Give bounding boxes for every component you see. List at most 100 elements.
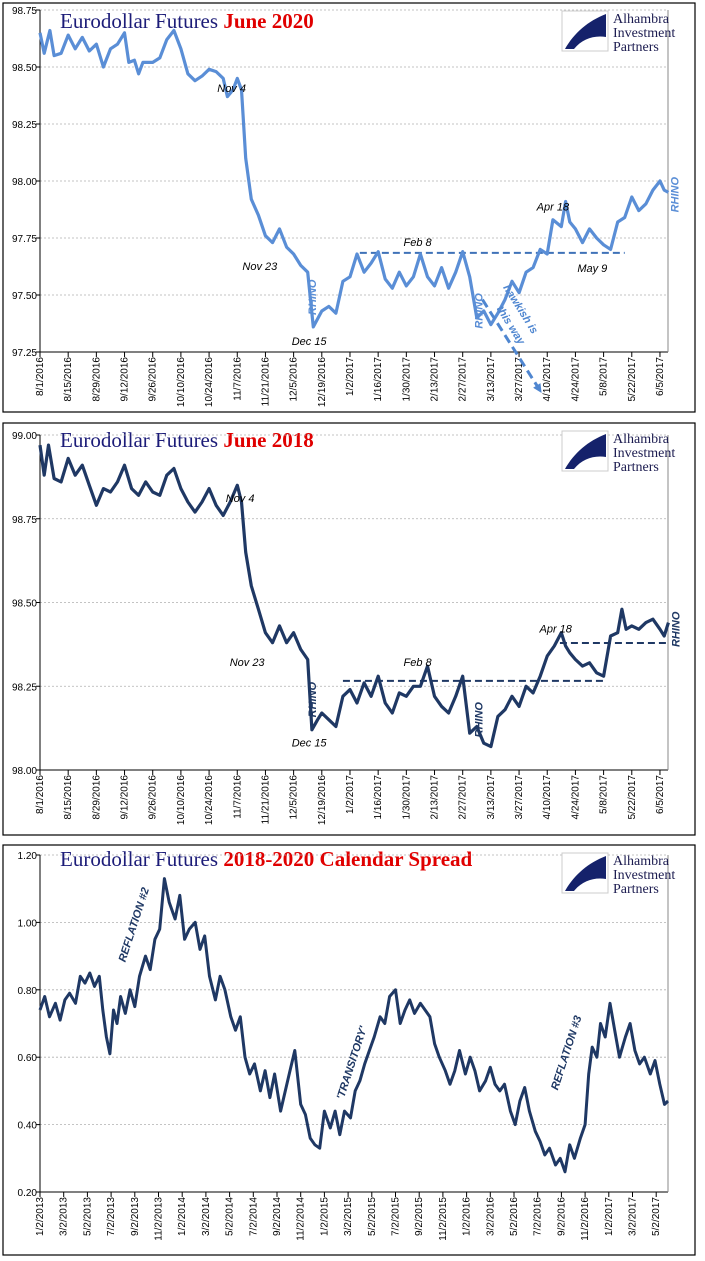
chart-title: Eurodollar Futures June 2018 — [60, 428, 314, 452]
x-tick-label: 8/15/2016 — [63, 775, 74, 820]
x-tick-label: 5/8/2017 — [599, 775, 610, 814]
arrow-head-icon — [533, 383, 542, 394]
x-tick-label: 11/2/2016 — [580, 1197, 591, 1241]
annotation-date: Nov 23 — [230, 657, 266, 669]
panel-border — [2, 844, 696, 1256]
annotation-rhino: RHINO — [669, 177, 681, 213]
y-tick-label: 98.25 — [12, 120, 37, 131]
x-tick-label: 2/13/2017 — [430, 357, 441, 402]
x-tick-label: 7/2/2015 — [391, 1197, 402, 1236]
chart-title-main: Eurodollar Futures — [60, 847, 223, 871]
x-tick-label: 1/2/2016 — [462, 1197, 473, 1236]
x-tick-label: 9/12/2016 — [120, 775, 131, 820]
hawkish-arrow — [481, 298, 543, 394]
y-tick-label: 97.75 — [12, 234, 37, 245]
x-tick-label: 7/2/2016 — [533, 1197, 544, 1236]
x-tick-label: 5/2/2013 — [82, 1197, 93, 1236]
annotation-note: REFLATION #3 — [549, 1014, 584, 1091]
x-tick-label: 1/2/2013 — [35, 1197, 46, 1236]
x-tick-label: 5/2/2016 — [509, 1197, 520, 1236]
x-tick-label: 3/2/2016 — [485, 1197, 496, 1236]
x-tick-label: 11/7/2016 — [232, 357, 243, 401]
logo-text: Investment — [613, 446, 675, 461]
x-tick-label: 3/13/2017 — [486, 357, 497, 402]
x-tick-label: 3/27/2017 — [514, 357, 525, 402]
series-line — [38, 877, 670, 1174]
x-tick-label: 11/2/2015 — [438, 1197, 449, 1241]
y-tick-label: 98.00 — [12, 766, 37, 777]
annotation-rhino: RHINO — [671, 611, 683, 647]
x-tick-label: 1/2/2017 — [345, 357, 356, 396]
annotation-date: May 9 — [577, 263, 607, 275]
y-tick-label: 97.50 — [12, 291, 37, 302]
x-tick-label: 11/2/2014 — [296, 1197, 307, 1241]
x-tick-label: 9/26/2016 — [148, 357, 159, 402]
x-tick-label: 10/10/2016 — [176, 357, 187, 407]
x-tick-label: 5/2/2015 — [367, 1197, 378, 1236]
y-tick-label: 98.75 — [12, 515, 37, 526]
x-tick-label: 3/2/2017 — [628, 1197, 639, 1236]
chart-title: Eurodollar Futures 2018-2020 Calendar Sp… — [60, 847, 473, 871]
annotation-date: Nov 23 — [242, 261, 278, 273]
x-tick-label: 5/22/2017 — [627, 357, 638, 402]
y-tick-label: 1.00 — [18, 918, 38, 929]
y-tick-label: 0.60 — [18, 1053, 38, 1064]
x-tick-label: 10/24/2016 — [204, 357, 215, 407]
logo-swoosh-icon — [565, 434, 606, 469]
x-tick-label: 3/2/2014 — [201, 1197, 212, 1236]
annotation-rhino: RHINO — [473, 702, 485, 738]
x-tick-label: 4/24/2017 — [570, 775, 581, 820]
june-2018-chart-panel: Eurodollar Futures June 2018 98.00 98.25 98… — [2, 422, 696, 836]
x-tick-label: 11/2/2013 — [154, 1197, 165, 1241]
y-tick-label: 0.80 — [18, 986, 38, 997]
annotation-date: Feb 8 — [404, 657, 433, 669]
series-line — [38, 28, 670, 329]
chart-title: Eurodollar Futures June 2020 — [60, 9, 314, 33]
x-tick-label: 10/10/2016 — [176, 775, 187, 825]
y-tick-label: 98.50 — [12, 599, 37, 610]
x-tick-label: 11/21/2016 — [260, 775, 271, 825]
x-tick-label: 9/26/2016 — [148, 775, 159, 820]
x-tick-label: 9/12/2016 — [120, 357, 131, 402]
x-tick-label: 2/27/2017 — [458, 357, 469, 402]
panel-border — [2, 2, 696, 413]
annotation-date: Apr 18 — [538, 624, 572, 636]
logo-swoosh-icon — [565, 856, 606, 891]
y-tick-label: 0.40 — [18, 1121, 38, 1132]
x-tick-label: 1/2/2014 — [177, 1197, 188, 1236]
y-tick-label: 98.00 — [12, 177, 37, 188]
y-tick-label: 99.00 — [12, 431, 37, 442]
x-tick-label: 1/2/2017 — [604, 1197, 615, 1236]
x-tick-label: 5/2/2014 — [225, 1197, 236, 1236]
logo-text: Investment — [613, 868, 675, 883]
x-tick-label: 8/1/2016 — [35, 357, 46, 396]
annotation-date: Feb 8 — [404, 237, 433, 249]
y-tick-label: 98.50 — [12, 63, 37, 74]
annotation-note: REFLATION #2 — [117, 886, 152, 963]
annotation-date: Dec 15 — [292, 738, 328, 750]
logo-text: Partners — [613, 882, 659, 897]
y-tick-label: 1.20 — [18, 851, 38, 862]
y-tick-label: 97.25 — [12, 348, 37, 359]
annotation-rhino: RHINO — [307, 279, 319, 315]
logo-swoosh-icon — [565, 14, 606, 49]
x-tick-label: 8/29/2016 — [91, 775, 102, 820]
annotation-date: Apr 18 — [536, 202, 570, 214]
x-tick-label: 10/24/2016 — [204, 775, 215, 825]
chart-title-highlight: 2018-2020 Calendar Spread — [223, 847, 472, 871]
x-tick-label: 9/2/2013 — [130, 1197, 141, 1236]
x-tick-label: 5/8/2017 — [599, 357, 610, 396]
series-line — [38, 443, 670, 749]
annotation-date: Nov 4 — [217, 83, 246, 95]
x-tick-label: 12/19/2016 — [317, 357, 328, 407]
x-tick-label: 8/15/2016 — [63, 357, 74, 402]
y-tick-label: 0.20 — [18, 1188, 38, 1199]
x-tick-label: 12/5/2016 — [289, 357, 300, 402]
x-tick-label: 8/1/2016 — [35, 775, 46, 814]
x-tick-label: 1/2/2017 — [345, 775, 356, 814]
chart-title-highlight: June 2020 — [223, 9, 313, 33]
